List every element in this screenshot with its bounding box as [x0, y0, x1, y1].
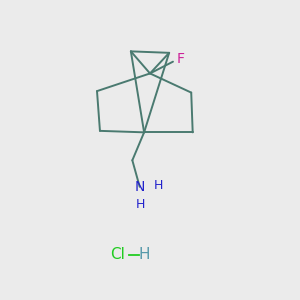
Text: F: F	[176, 52, 184, 66]
Text: Cl: Cl	[110, 247, 125, 262]
Text: N: N	[134, 180, 145, 194]
Text: H: H	[136, 198, 145, 211]
Text: H: H	[138, 247, 150, 262]
Text: H: H	[154, 179, 164, 192]
